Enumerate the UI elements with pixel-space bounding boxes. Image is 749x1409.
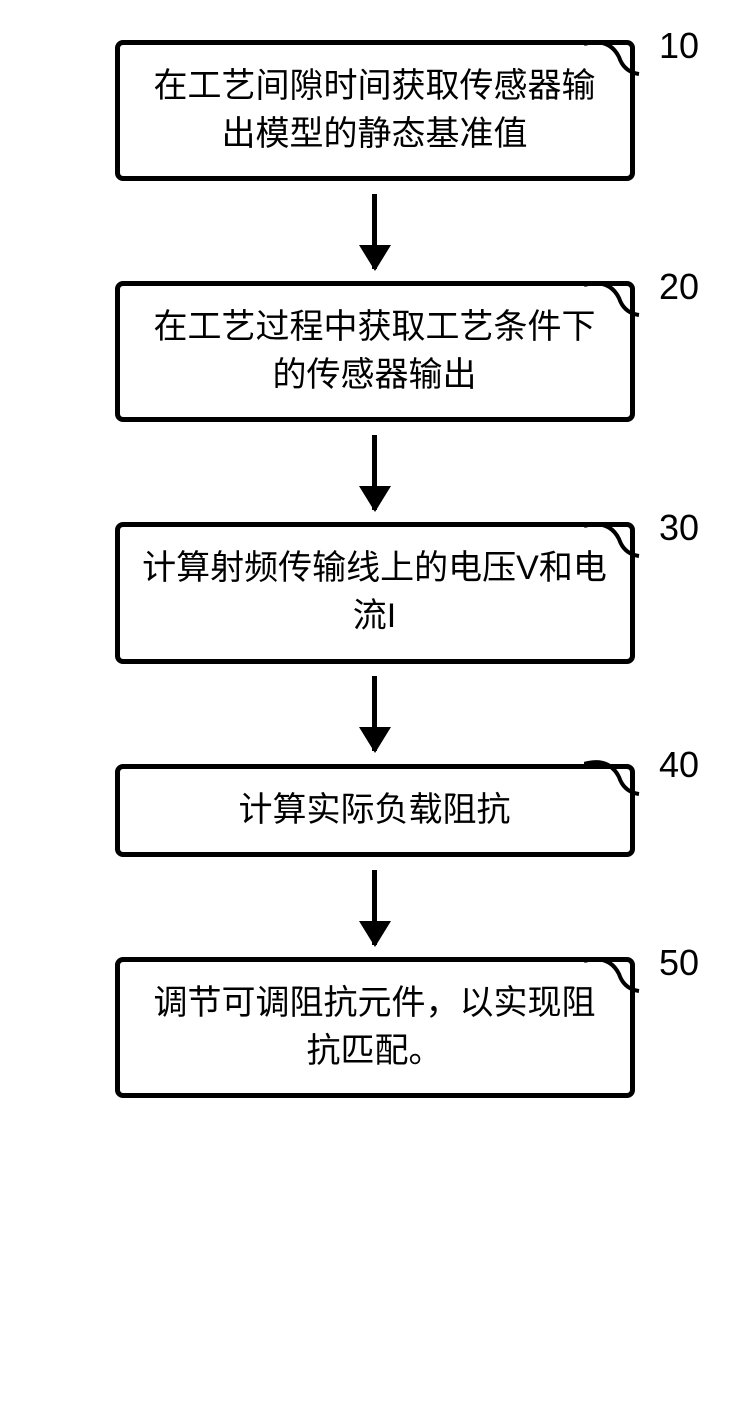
step-wrapper-10: 在工艺间隙时间获取传感器输出模型的静态基准值 10	[60, 40, 689, 181]
arrow-30-40	[60, 664, 689, 764]
arrow-10-20	[60, 181, 689, 281]
label-curve-10	[584, 32, 654, 92]
label-curve-50	[584, 949, 654, 1009]
arrow-40-50	[60, 857, 689, 957]
step-label-40: 40	[659, 744, 699, 786]
flowchart-container: 在工艺间隙时间获取传感器输出模型的静态基准值 10 在工艺过程中获取工艺条件下的…	[60, 40, 689, 1098]
step-text-50: 调节可调阻抗元件，以实现阻抗匹配。	[140, 980, 610, 1075]
label-curve-20	[584, 273, 654, 333]
label-curve-40	[584, 752, 654, 812]
step-box-30: 计算射频传输线上的电压V和电流I	[115, 522, 635, 663]
arrow-icon	[372, 870, 377, 945]
step-box-40: 计算实际负载阻抗	[115, 764, 635, 858]
step-text-20: 在工艺过程中获取工艺条件下的传感器输出	[140, 304, 610, 399]
arrow-icon	[372, 194, 377, 269]
step-label-20: 20	[659, 266, 699, 308]
step-label-50: 50	[659, 942, 699, 984]
step-wrapper-20: 在工艺过程中获取工艺条件下的传感器输出 20	[60, 281, 689, 422]
step-box-50: 调节可调阻抗元件，以实现阻抗匹配。	[115, 957, 635, 1098]
arrow-20-30	[60, 422, 689, 522]
arrow-icon	[372, 435, 377, 510]
arrow-icon	[372, 676, 377, 751]
step-text-30: 计算射频传输线上的电压V和电流I	[140, 545, 610, 640]
step-wrapper-40: 计算实际负载阻抗 40	[60, 764, 689, 858]
step-box-20: 在工艺过程中获取工艺条件下的传感器输出	[115, 281, 635, 422]
step-box-10: 在工艺间隙时间获取传感器输出模型的静态基准值	[115, 40, 635, 181]
step-label-10: 10	[659, 25, 699, 67]
label-curve-30	[584, 514, 654, 574]
step-text-10: 在工艺间隙时间获取传感器输出模型的静态基准值	[140, 63, 610, 158]
step-label-30: 30	[659, 507, 699, 549]
step-wrapper-50: 调节可调阻抗元件，以实现阻抗匹配。 50	[60, 957, 689, 1098]
step-text-40: 计算实际负载阻抗	[239, 787, 511, 835]
step-wrapper-30: 计算射频传输线上的电压V和电流I 30	[60, 522, 689, 663]
